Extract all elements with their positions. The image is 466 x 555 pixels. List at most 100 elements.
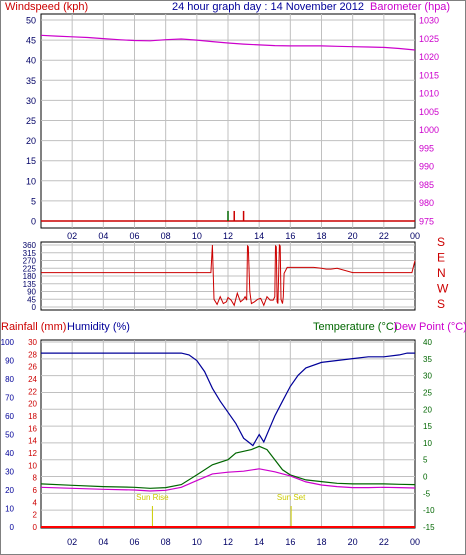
rainfall-tick-label: 8	[33, 474, 38, 483]
x-tick-label: 12	[223, 537, 233, 547]
x-tick-label: 16	[285, 537, 295, 547]
barometer-tick-labels: 975 980 985 990 995 1000 1005 1010 1015 1020 1025 1…	[419, 16, 439, 227]
rainfall-tick-label: 30	[28, 338, 37, 347]
x-tick-label: 14	[254, 537, 264, 547]
windspeed-tick-label: 15	[26, 156, 36, 166]
barometer-tick-label: 1005	[419, 107, 439, 117]
humidity-tick-label: 80	[5, 375, 14, 384]
barometer-tick-label: 980	[419, 198, 434, 208]
panel-wind-barometer-x-ticks: 02 04 06 08 10 12 14 16 18 20 22 00	[67, 231, 420, 241]
temperature-tick-label: 15	[423, 422, 432, 431]
humidity-tick-label: 10	[5, 505, 14, 514]
temperature-line	[40, 445, 416, 489]
compass-label: E	[437, 251, 445, 265]
direction-degree-label: 90	[27, 288, 36, 297]
x-tick-label: 10	[192, 231, 202, 241]
barometer-tick-label: 1015	[419, 70, 439, 80]
barometer-tick-label: 1025	[419, 34, 439, 44]
x-tick-label: 18	[316, 231, 326, 241]
x-tick-label: 06	[129, 537, 139, 547]
direction-degree-label: 45	[27, 295, 36, 304]
rainfall-tick-label: 26	[28, 363, 37, 372]
windspeed-tick-label: 5	[31, 196, 36, 206]
humidity-tick-labels: 0 10 20 30 40 50 60 70 80 90 100	[1, 338, 15, 532]
dewpoint-line	[40, 468, 416, 492]
barometer-line	[40, 34, 416, 51]
humidity-tick-label: 30	[5, 468, 14, 477]
humidity-tick-label: 50	[5, 431, 14, 440]
rainfall-tick-label: 16	[28, 424, 37, 433]
humidity-tick-label: 90	[5, 357, 14, 366]
x-tick-label: 20	[348, 231, 358, 241]
panel-humidity-temperature-series	[40, 352, 416, 528]
x-tick-label: 02	[67, 537, 77, 547]
panel-humidity-temperature-x-ticks: 02 04 06 08 10 12 14 16 18 20 22 00	[67, 537, 420, 547]
x-tick-label: 04	[98, 231, 108, 241]
barometer-tick-label: 1020	[419, 52, 439, 62]
direction-degree-label: 180	[23, 272, 37, 281]
rainfall-tick-label: 6	[33, 486, 38, 495]
barometer-tick-label: 975	[419, 217, 434, 227]
windspeed-tick-label: 0	[31, 217, 36, 227]
windspeed-tick-labels: 0 5 10 15 20 25 30 35 40 45 50	[26, 16, 36, 227]
barometer-tick-label: 985	[419, 180, 434, 190]
rainfall-tick-label: 14	[28, 437, 37, 446]
compass-label: S	[437, 297, 445, 311]
temperature-tick-label: -15	[423, 523, 435, 532]
temperature-tick-label: 5	[423, 456, 428, 465]
humidity-tick-label: 100	[1, 338, 15, 347]
direction-degree-label: 225	[23, 264, 37, 273]
compass-label: W	[437, 282, 449, 296]
humidity-tick-label: 0	[10, 523, 15, 532]
windspeed-tick-label: 35	[26, 76, 36, 86]
rainfall-tick-label: 18	[28, 412, 37, 421]
rainfall-axis-title: Rainfall (mm)	[1, 321, 66, 333]
sun-event-label: Sun Set	[277, 493, 306, 502]
temperature-tick-label: 30	[423, 372, 432, 381]
x-tick-label: 00	[410, 231, 420, 241]
humidity-tick-label: 70	[5, 394, 14, 403]
windspeed-tick-label: 45	[26, 36, 36, 46]
panel-wind-direction-series	[41, 243, 416, 307]
barometer-tick-label: 995	[419, 143, 434, 153]
rainfall-tick-label: 20	[28, 400, 37, 409]
barometer-tick-label: 990	[419, 162, 434, 172]
rainfall-tick-label: 22	[28, 387, 37, 396]
temperature-tick-label: -5	[423, 489, 431, 498]
windspeed-tick-label: 10	[26, 176, 36, 186]
temperature-axis-title: Temperature (°C)	[313, 321, 397, 333]
x-tick-label: 16	[285, 231, 295, 241]
windspeed-tick-label: 40	[26, 56, 36, 66]
sun-event-label: Sun Rise	[136, 493, 169, 502]
windspeed-tick-label: 25	[26, 116, 36, 126]
rainfall-tick-label: 24	[28, 375, 37, 384]
barometer-tick-label: 1000	[419, 125, 439, 135]
direction-degree-label: 360	[23, 241, 37, 250]
x-tick-label: 18	[316, 537, 326, 547]
graph-title: 24 hour graph day : 14 November 2012	[172, 1, 364, 13]
sun-annotations: Sun Rise Sun Set	[136, 493, 306, 528]
direction-degree-label: 0	[32, 303, 37, 312]
x-tick-label: 22	[379, 537, 389, 547]
dewpoint-axis-title: Dew Point (°C)	[394, 321, 466, 333]
barometer-tick-label: 1010	[419, 89, 439, 99]
rainfall-tick-label: 0	[33, 523, 38, 532]
temperature-tick-label: 35	[423, 355, 432, 364]
direction-degree-label: 315	[23, 249, 37, 258]
temperature-tick-label: 40	[423, 338, 432, 347]
windspeed-axis-title: Windspeed (kph)	[5, 1, 88, 13]
temperature-tick-label: 25	[423, 388, 432, 397]
barometer-tick-label: 1030	[419, 16, 439, 26]
x-tick-label: 06	[129, 231, 139, 241]
x-tick-label: 10	[192, 537, 202, 547]
direction-degree-label: 270	[23, 257, 37, 266]
windspeed-tick-label: 50	[26, 16, 36, 26]
wind-direction-line	[41, 243, 416, 307]
